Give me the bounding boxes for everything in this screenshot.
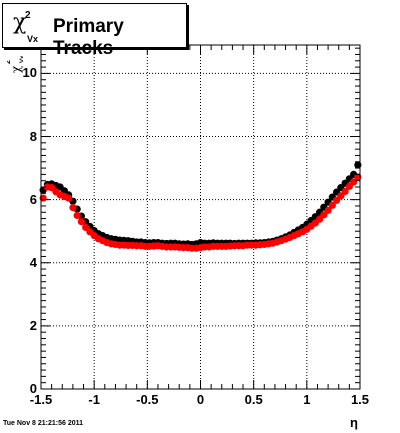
data-points — [39, 161, 362, 252]
ylabel-superscript: 2 — [7, 60, 12, 64]
chart-title: Primary Tracks — [53, 16, 124, 59]
data-point-red — [65, 194, 73, 202]
y-axis-label: χ 2 Vx — [7, 55, 23, 73]
data-point-red — [324, 206, 332, 214]
data-point-red — [328, 201, 336, 209]
x-tick-label: 1 — [303, 392, 311, 407]
title-superscript: 2 — [25, 10, 31, 21]
x-tick-label: 0 — [196, 392, 205, 407]
y-tick-label: 10 — [22, 65, 37, 81]
timestamp: Tue Nov 8 21:21:56 2011 — [3, 420, 84, 427]
grid-lines — [41, 45, 360, 389]
data-point-red — [69, 203, 77, 212]
y-tick-label: 6 — [29, 191, 37, 207]
x-axis-label: η — [350, 415, 358, 430]
y-tick-label: 8 — [29, 128, 37, 144]
ylabel-chi: χ — [9, 65, 23, 73]
x-tick-label: -1 — [88, 392, 100, 407]
x-tick-label: -0.5 — [136, 392, 159, 407]
title-chi-symbol: χ — [13, 10, 27, 35]
y-tick-label: 0 — [29, 381, 37, 396]
y-tick-label: 4 — [29, 254, 37, 270]
y-tick-label: 2 — [29, 317, 37, 333]
x-tick-label: 1.5 — [350, 392, 370, 407]
x-tick-label: 0.5 — [244, 392, 263, 407]
title-box: χ 2 Vx Primary Tracks — [2, 3, 187, 59]
x-tick-label: -1.5 — [29, 392, 53, 407]
title-subscript: Vx — [27, 34, 39, 44]
data-point-red — [341, 187, 349, 196]
data-point-red — [350, 178, 358, 186]
ylabel-subscript: Vx — [20, 55, 23, 63]
data-point-red — [73, 211, 81, 220]
data-point-red — [77, 218, 86, 226]
